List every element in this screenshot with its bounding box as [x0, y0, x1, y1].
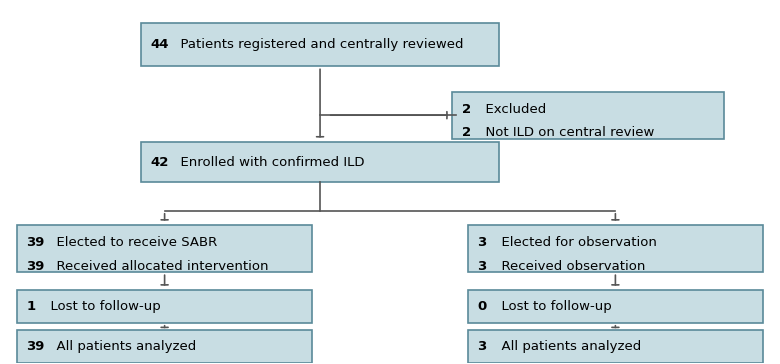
FancyBboxPatch shape: [452, 92, 724, 139]
Text: 1: 1: [27, 300, 35, 313]
Text: 3: 3: [477, 260, 486, 273]
Text: 2: 2: [462, 103, 470, 116]
Text: Patients registered and centrally reviewed: Patients registered and centrally review…: [172, 38, 464, 51]
Text: 3: 3: [477, 340, 486, 353]
FancyBboxPatch shape: [17, 330, 312, 363]
Text: Enrolled with confirmed ILD: Enrolled with confirmed ILD: [172, 156, 365, 169]
Text: Excluded: Excluded: [477, 103, 546, 116]
Text: 39: 39: [27, 340, 44, 353]
Text: All patients analyzed: All patients analyzed: [493, 340, 641, 353]
Text: 44: 44: [151, 38, 169, 51]
Text: Elected for observation: Elected for observation: [493, 237, 657, 249]
FancyBboxPatch shape: [17, 225, 312, 272]
Text: 39: 39: [27, 237, 44, 249]
Text: Received observation: Received observation: [493, 260, 645, 273]
Text: Lost to follow-up: Lost to follow-up: [42, 300, 161, 313]
Text: 3: 3: [477, 237, 486, 249]
FancyBboxPatch shape: [468, 225, 763, 272]
Text: 0: 0: [477, 300, 486, 313]
Text: Not ILD on central review: Not ILD on central review: [477, 126, 654, 139]
FancyBboxPatch shape: [141, 23, 499, 66]
Text: 39: 39: [27, 260, 44, 273]
Text: Received allocated intervention: Received allocated intervention: [48, 260, 268, 273]
FancyBboxPatch shape: [141, 142, 499, 182]
Text: Lost to follow-up: Lost to follow-up: [493, 300, 612, 313]
Text: All patients analyzed: All patients analyzed: [48, 340, 197, 353]
Text: 42: 42: [151, 156, 169, 169]
FancyBboxPatch shape: [468, 290, 763, 323]
Text: Elected to receive SABR: Elected to receive SABR: [48, 237, 218, 249]
Text: 2: 2: [462, 126, 470, 139]
FancyBboxPatch shape: [468, 330, 763, 363]
FancyBboxPatch shape: [17, 290, 312, 323]
